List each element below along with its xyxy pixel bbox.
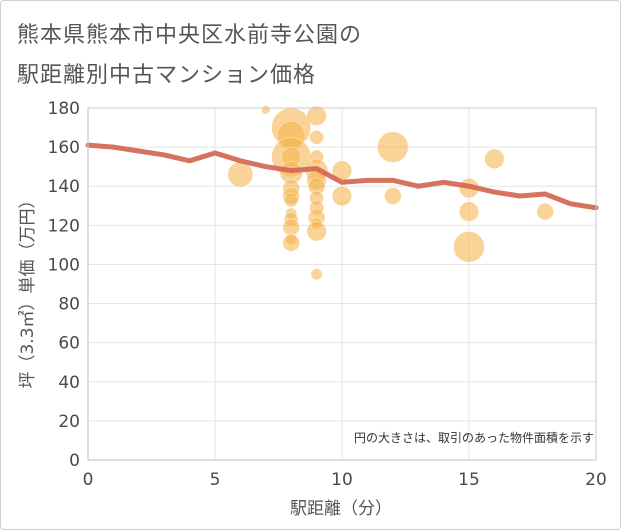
y-tick-label: 120 [48, 216, 80, 236]
size-legend-note: 円の大きさは、取引のあった物件面積を示す [354, 430, 594, 445]
x-axis-label: 駅距離（分） [290, 499, 392, 519]
y-tick-label: 60 [58, 334, 80, 354]
axis-layer: 0 20 40 60 80 100 120 140 160 180 0 5 10 15 20 [48, 99, 607, 490]
data-bubble [282, 234, 300, 252]
x-tick-label: 15 [458, 470, 480, 490]
data-bubble [227, 161, 254, 188]
chart-title-line2: 駅距離別中古マンション価格 [17, 63, 317, 88]
x-tick-label: 0 [83, 470, 94, 490]
data-bubble [306, 105, 327, 126]
data-bubble [484, 148, 505, 169]
average-price-line [85, 142, 599, 211]
y-tick-label: 180 [48, 99, 80, 119]
y-tick-label: 0 [69, 451, 80, 471]
y-axis-label: 坪（3.3㎡）単価（万円） [18, 191, 38, 388]
y-tick-label: 80 [58, 295, 80, 315]
y-tick-label: 40 [58, 373, 80, 393]
y-tick-label: 160 [48, 138, 80, 158]
data-bubble [261, 105, 271, 115]
data-bubble [458, 201, 480, 222]
data-bubble [283, 192, 299, 208]
y-tick-label: 140 [48, 177, 80, 197]
data-bubble [306, 221, 327, 242]
data-bubble [309, 130, 324, 145]
data-bubble [331, 185, 353, 207]
chart-title-line1: 熊本県熊本市中央区水前寺公園の [17, 23, 363, 48]
line-layer [85, 142, 599, 211]
x-tick-label: 10 [331, 470, 353, 490]
data-bubble [310, 268, 323, 281]
x-tick-label: 5 [210, 470, 221, 490]
data-bubble [377, 131, 409, 163]
y-tick-label: 20 [58, 412, 80, 432]
data-bubble [453, 231, 485, 263]
data-bubble [536, 202, 554, 221]
data-bubble [384, 187, 402, 205]
y-tick-label: 100 [48, 255, 80, 275]
x-tick-label: 20 [585, 470, 607, 490]
